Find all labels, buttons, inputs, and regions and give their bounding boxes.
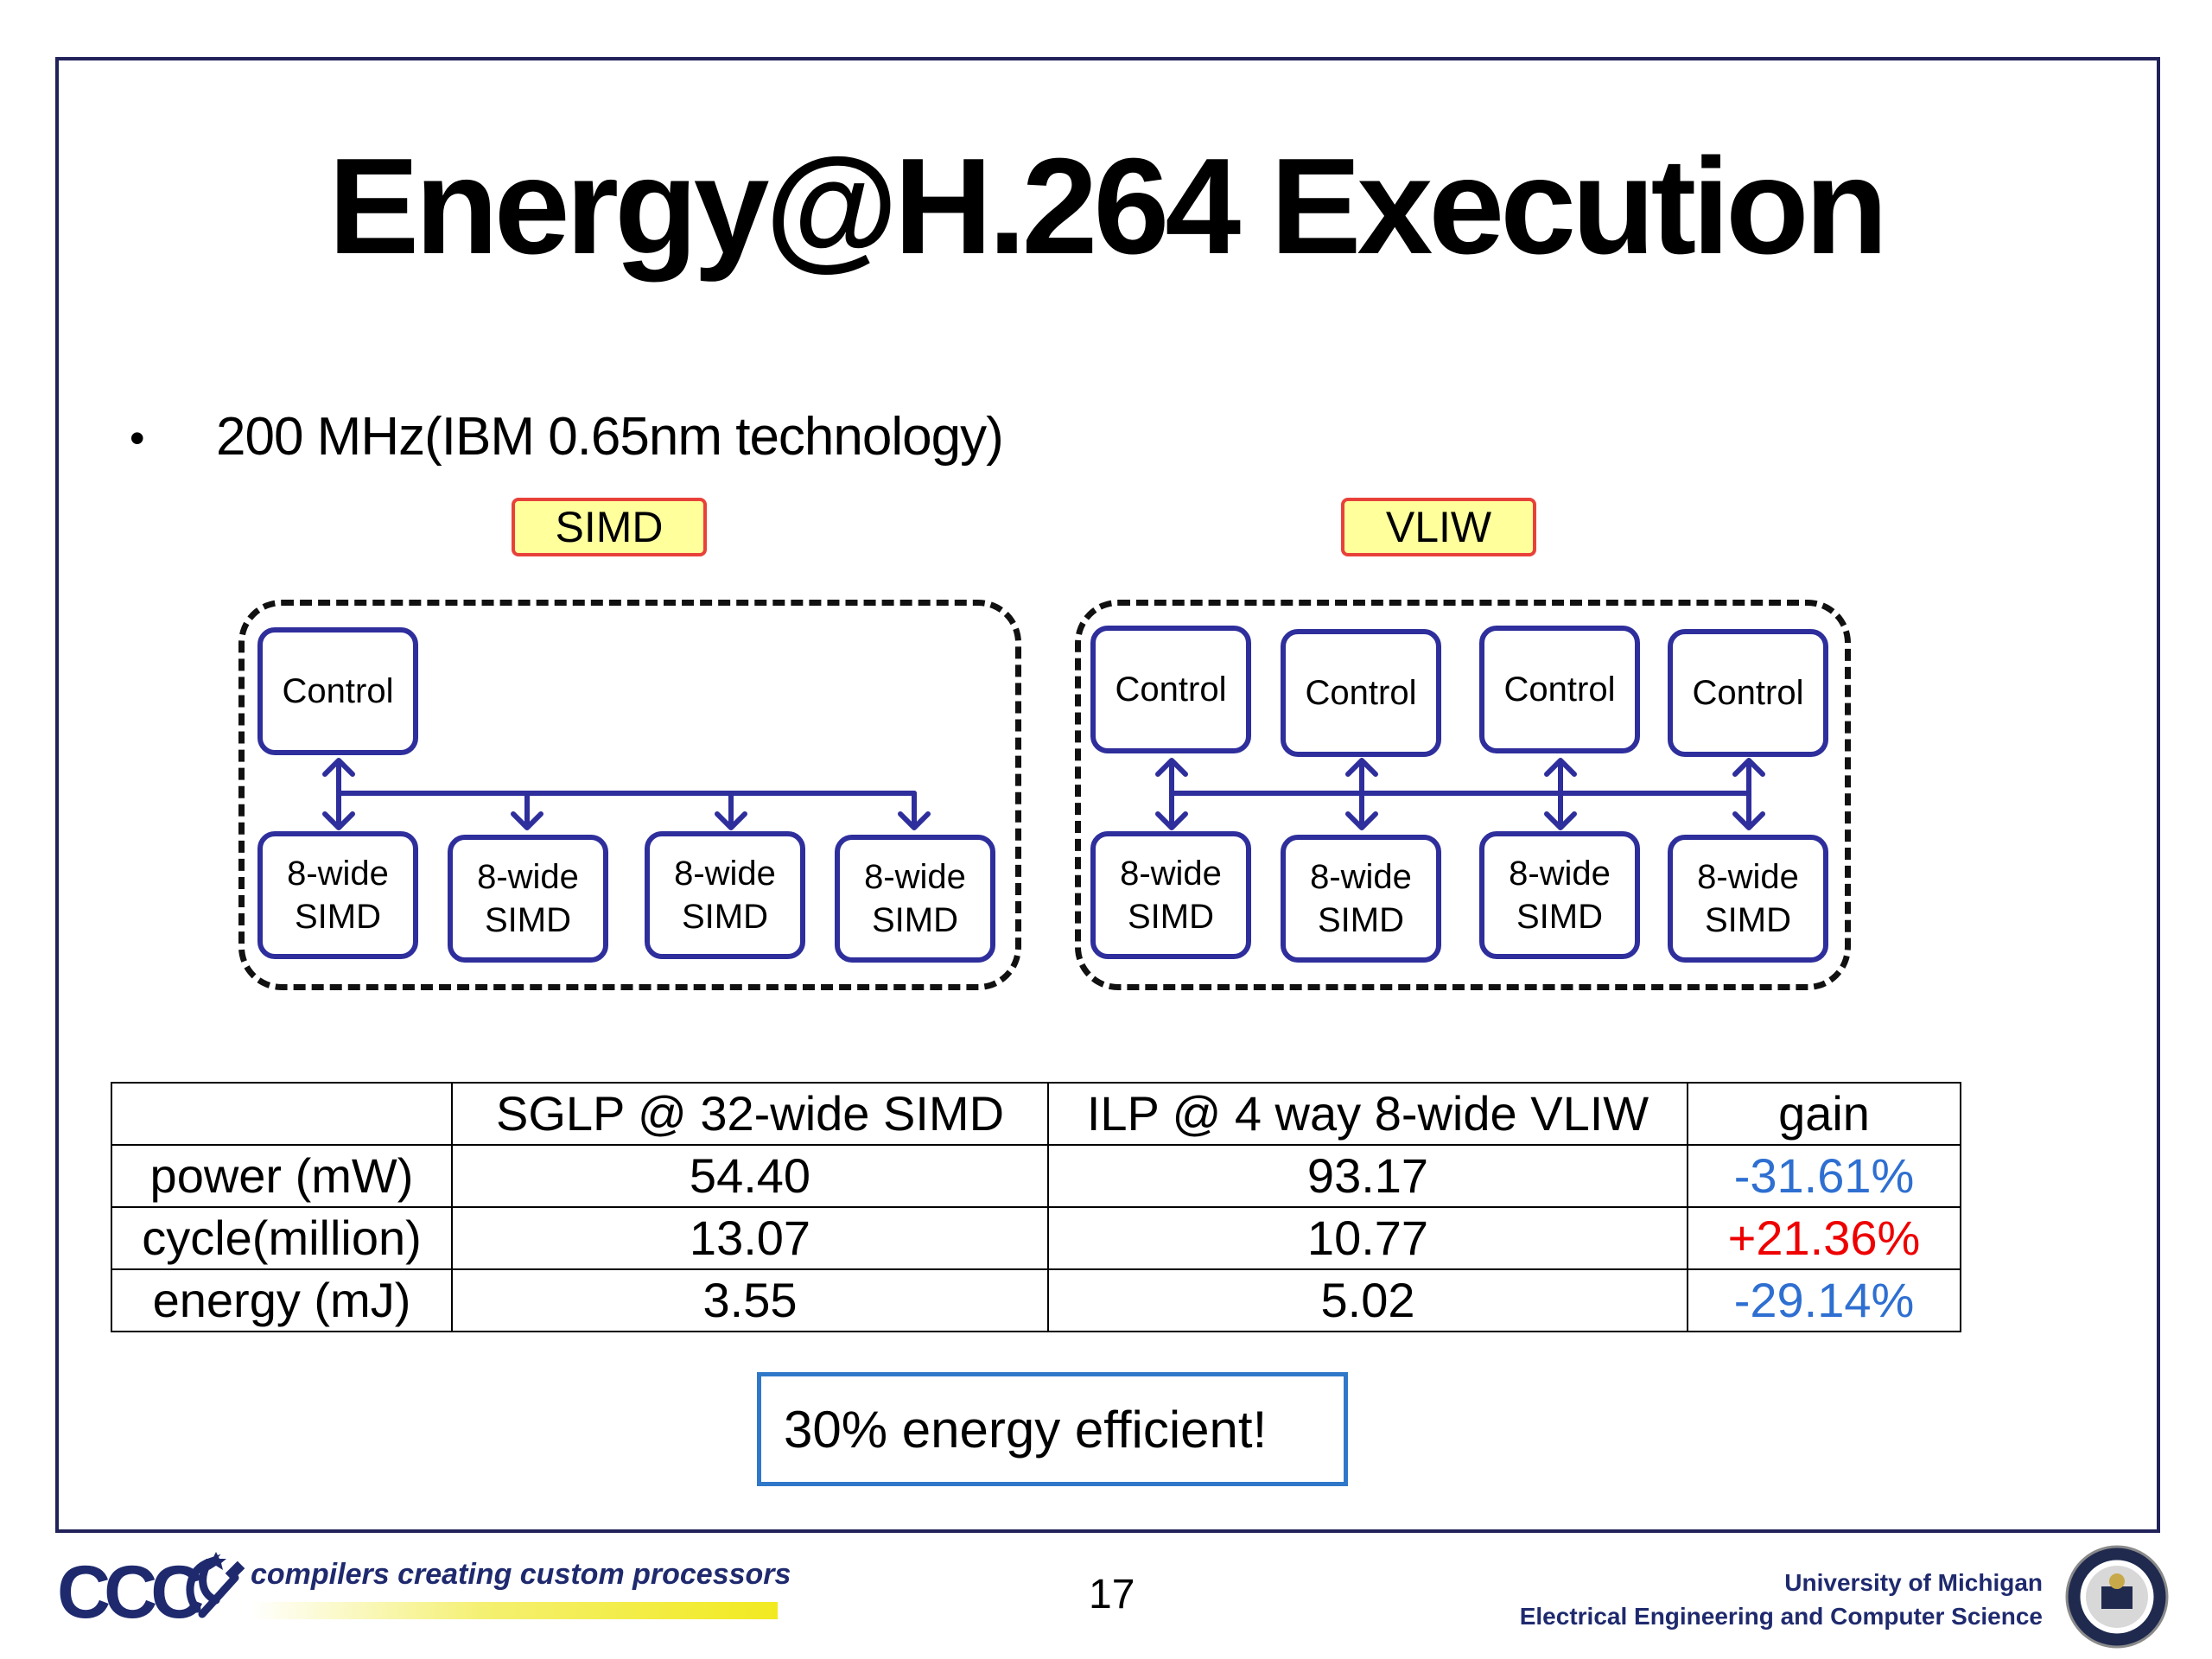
university-name: University of Michigan (1784, 1569, 2043, 1596)
simd-value: 3.55 (451, 1268, 1049, 1332)
table-header-cell: ILP @ 4 way 8-wide VLIW (1047, 1082, 1688, 1146)
footer-tagline: compilers creating custom processors (251, 1558, 791, 1591)
university-block: University of Michigan Electrical Engine… (1520, 1566, 2043, 1633)
simd-label-tag: SIMD (512, 498, 707, 556)
vliw-label-tag: VLIW (1341, 498, 1536, 556)
table-header-cell (111, 1082, 453, 1146)
table-row: power (mW) 54.40 93.17 -31.61% (111, 1144, 1961, 1208)
slide-title: Energy@H.264 Execution (327, 130, 1888, 283)
vliw-bus-connectors (1155, 758, 1765, 830)
vliw-unit-box: 8-wide SIMD (1281, 835, 1441, 963)
row-label: energy (mJ) (111, 1268, 453, 1332)
bullet-marker: • (130, 414, 145, 462)
vliw-unit-box: 8-wide SIMD (1090, 831, 1251, 959)
simd-unit-box: 8-wide SIMD (835, 835, 995, 963)
simd-unit-box: 8-wide SIMD (448, 835, 608, 963)
simd-bus-connectors (322, 758, 931, 830)
vliw-unit-box: 8-wide SIMD (1668, 835, 1828, 963)
vliw-value: 10.77 (1047, 1206, 1688, 1270)
energy-efficiency-callout: 30% energy efficient! (757, 1372, 1348, 1486)
simd-value: 13.07 (451, 1206, 1049, 1270)
simd-unit-box: 8-wide SIMD (257, 831, 418, 959)
simd-diagram-boundary (238, 600, 1021, 990)
vliw-control-box: Control (1281, 629, 1441, 757)
tagline-highlight-bar (251, 1602, 778, 1619)
department-name: Electrical Engineering and Computer Scie… (1519, 1603, 2043, 1630)
slide-frame (55, 57, 2160, 1533)
hammer-sickle-icon (186, 1552, 245, 1618)
page-number: 17 (1089, 1572, 1135, 1618)
gain-value: -29.14% (1687, 1268, 1961, 1332)
row-label: cycle(million) (111, 1206, 453, 1270)
simd-unit-box: 8-wide SIMD (645, 831, 805, 959)
table-row: energy (mJ) 3.55 5.02 -29.14% (111, 1268, 1961, 1332)
vliw-value: 5.02 (1047, 1268, 1688, 1332)
table-header-cell: SGLP @ 32-wide SIMD (451, 1082, 1049, 1146)
vliw-diagram-boundary (1075, 600, 1851, 990)
table-row: cycle(million) 13.07 10.77 +21.36% (111, 1206, 1961, 1270)
bullet-text: 200 MHz(IBM 0.65nm technology) (216, 407, 1004, 467)
simd-value: 54.40 (451, 1144, 1049, 1208)
vliw-control-box: Control (1668, 629, 1828, 757)
row-label: power (mW) (111, 1144, 453, 1208)
gain-value: -31.61% (1687, 1144, 1961, 1208)
ccc-logo: CCC (57, 1551, 204, 1634)
results-table: SGLP @ 32-wide SIMD ILP @ 4 way 8-wide V… (111, 1082, 1961, 1332)
vliw-control-box: Control (1479, 626, 1640, 753)
table-header-cell: gain (1687, 1082, 1961, 1146)
vliw-value: 93.17 (1047, 1144, 1688, 1208)
vliw-control-box: Control (1090, 626, 1251, 753)
university-seal-icon (2065, 1545, 2169, 1649)
simd-control-box: Control (257, 627, 418, 755)
table-header-row: SGLP @ 32-wide SIMD ILP @ 4 way 8-wide V… (111, 1082, 1961, 1146)
gain-value: +21.36% (1687, 1206, 1961, 1270)
vliw-unit-box: 8-wide SIMD (1479, 831, 1640, 959)
